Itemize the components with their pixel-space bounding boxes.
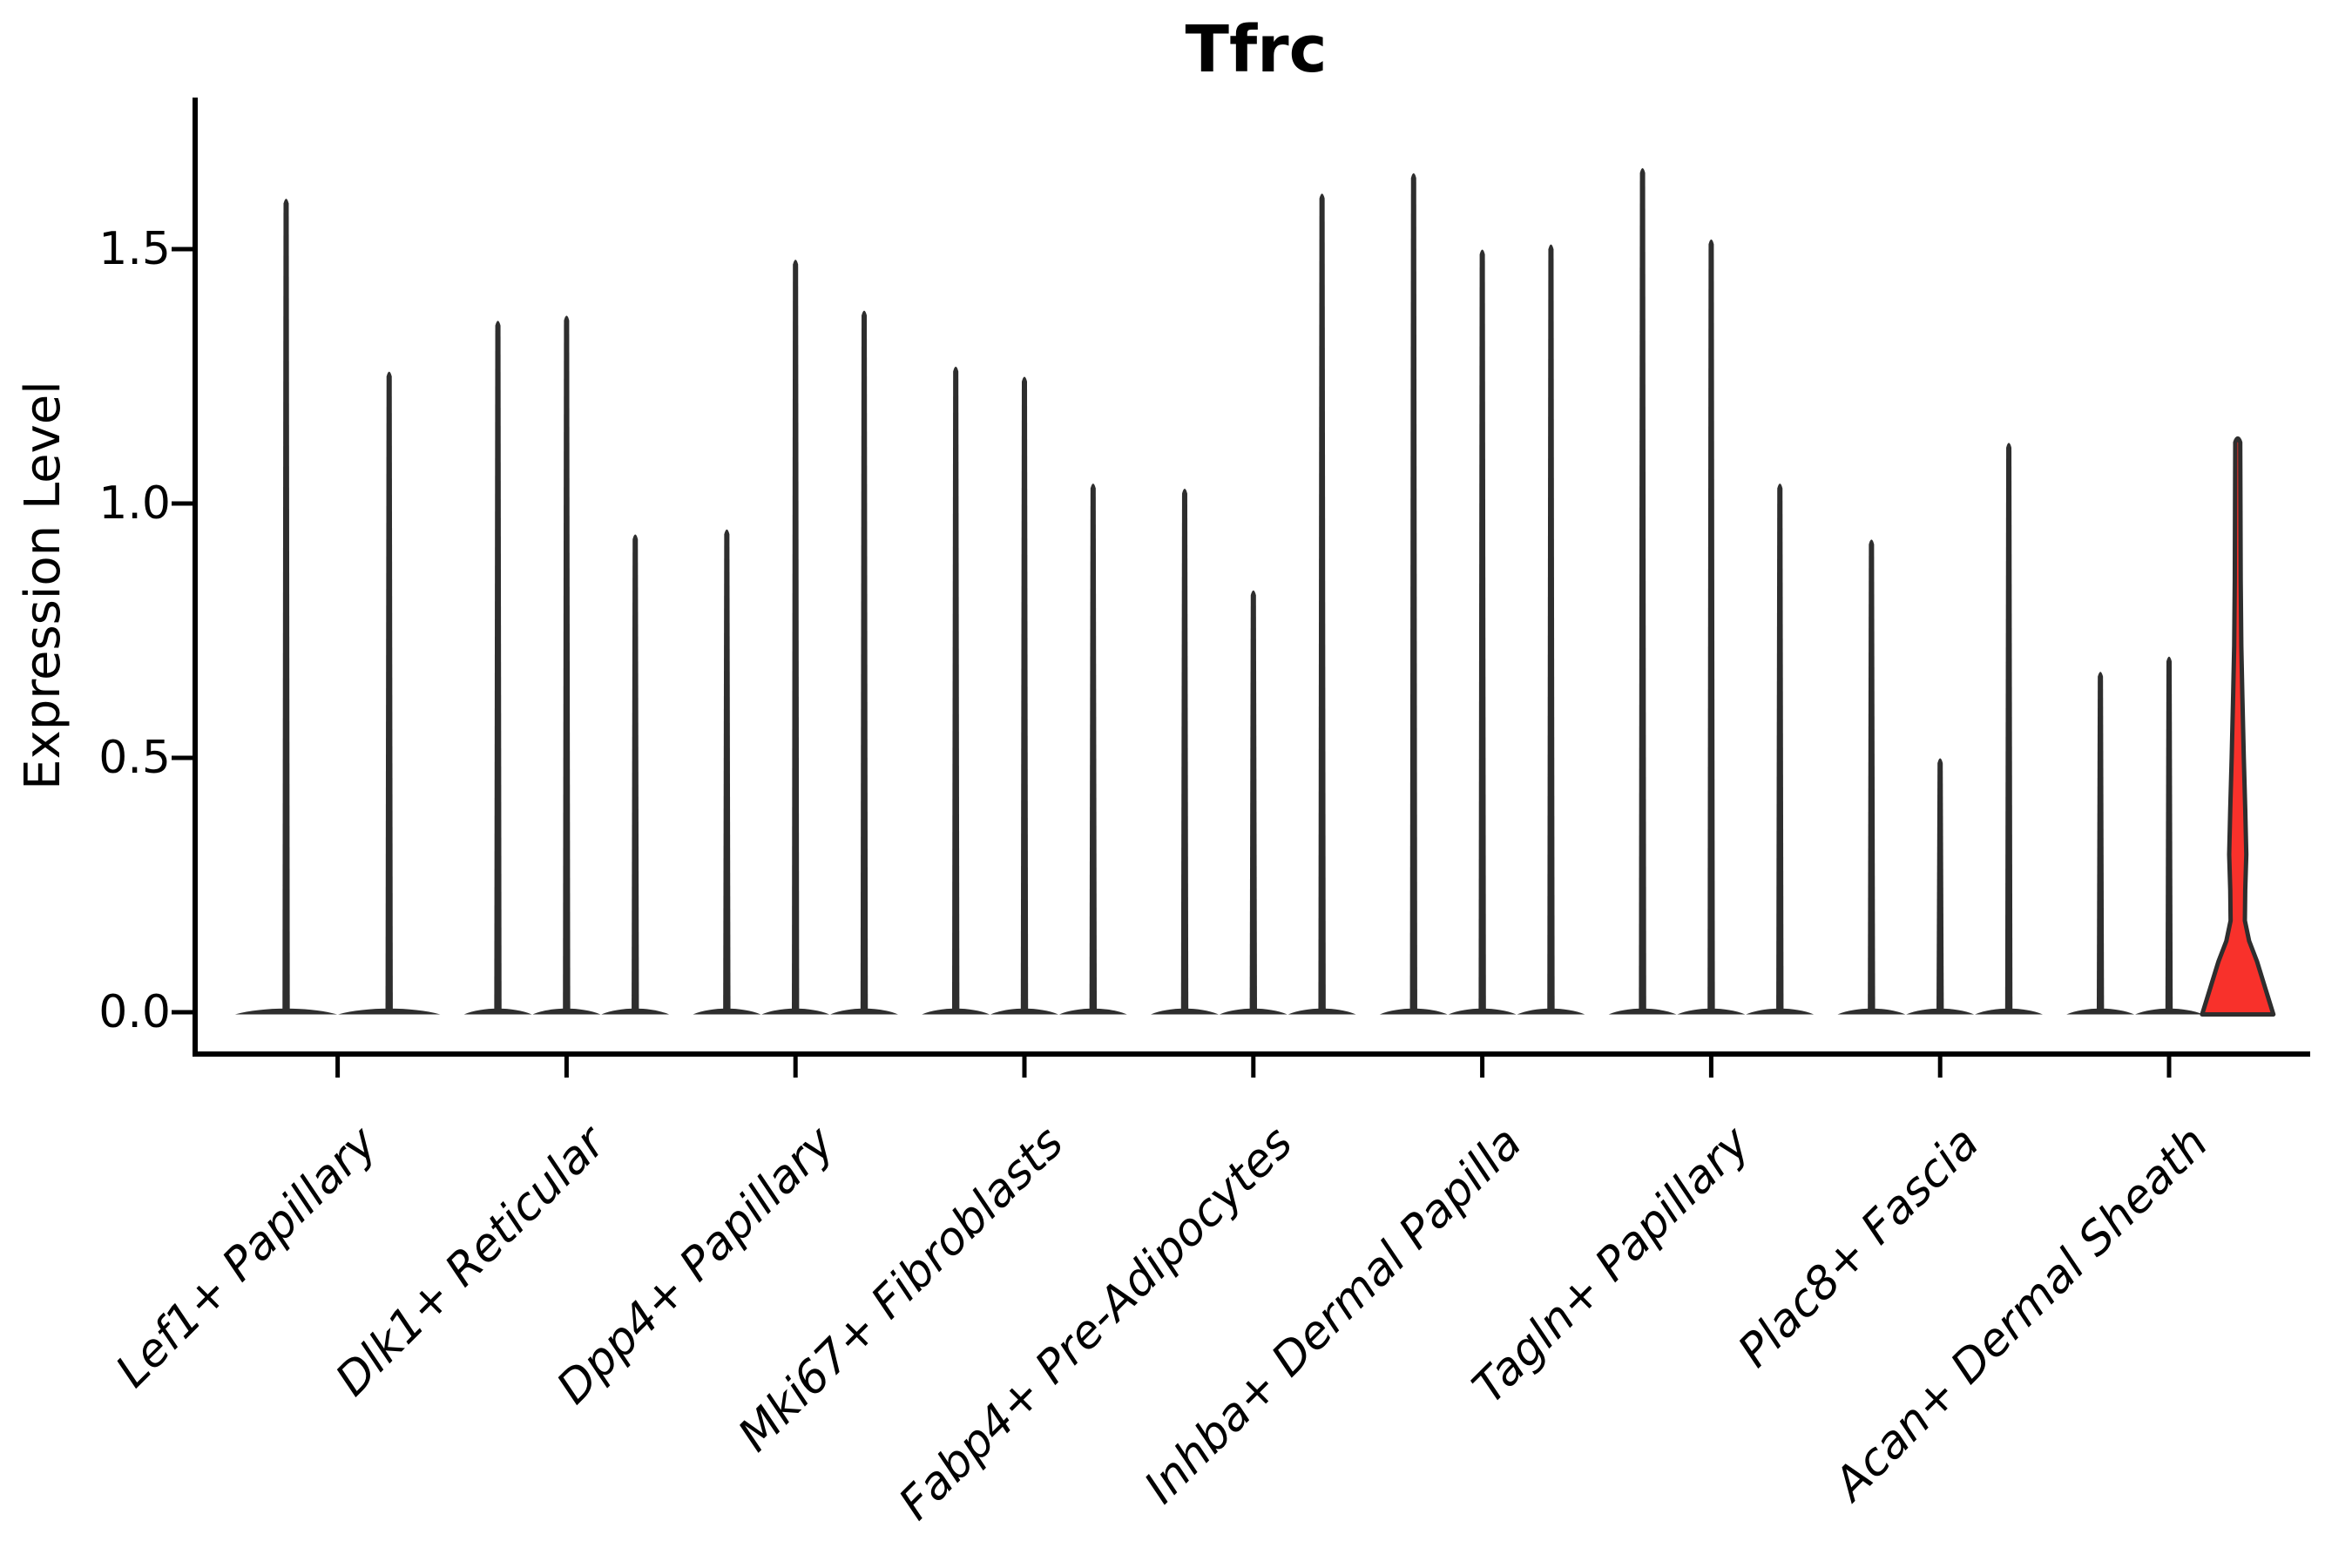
x-tick [1708, 1057, 1713, 1078]
violin-spike [1868, 539, 1876, 1013]
violin-spike [860, 310, 868, 1014]
violin-highlighted [2200, 436, 2276, 1017]
y-axis-spine [193, 98, 198, 1057]
violin-spike [723, 529, 731, 1013]
x-tick [2166, 1057, 2172, 1078]
violin-spike [1478, 249, 1486, 1013]
violin-spike [1409, 172, 1417, 1013]
x-tick [1251, 1057, 1256, 1078]
y-tick-label: 0.5 [98, 732, 171, 784]
violin-spike [1318, 193, 1326, 1013]
violin-spike [1936, 758, 1944, 1013]
y-tick [172, 1010, 193, 1015]
x-tick [1022, 1057, 1027, 1078]
x-tick [1480, 1057, 1485, 1078]
violin-spike [2165, 656, 2173, 1013]
violin-spike [792, 260, 800, 1013]
x-tick [564, 1057, 569, 1078]
x-tick [1937, 1057, 1943, 1078]
violin-spike [1180, 488, 1189, 1013]
y-tick [172, 755, 193, 760]
violin-spike [1707, 239, 1715, 1013]
violin-spike [1089, 483, 1098, 1013]
violin-spike [385, 371, 393, 1013]
violin-spike [1776, 483, 1784, 1013]
violin-spike [1547, 244, 1555, 1013]
violin-spike [494, 321, 502, 1013]
y-axis-label: Expression Level [15, 381, 71, 790]
x-tick [335, 1057, 341, 1078]
y-tick [172, 501, 193, 506]
y-tick-label: 1.5 [98, 223, 171, 275]
x-axis-spine [193, 1051, 2310, 1057]
violin-spike [1020, 376, 1029, 1013]
violin-spike [2004, 443, 2013, 1013]
x-tick [793, 1057, 798, 1078]
y-tick-label: 1.0 [98, 477, 171, 530]
violin-spike [282, 199, 290, 1014]
violin-spike [632, 534, 639, 1013]
violin-spike [2096, 672, 2105, 1013]
y-tick [172, 247, 193, 252]
violin-spike [563, 315, 571, 1013]
plot-title: Tfrc [1185, 12, 1328, 87]
y-tick-label: 0.0 [98, 986, 171, 1038]
violin-spike [1639, 168, 1646, 1013]
violin-spike [951, 366, 960, 1013]
violin-spike [1249, 590, 1257, 1013]
